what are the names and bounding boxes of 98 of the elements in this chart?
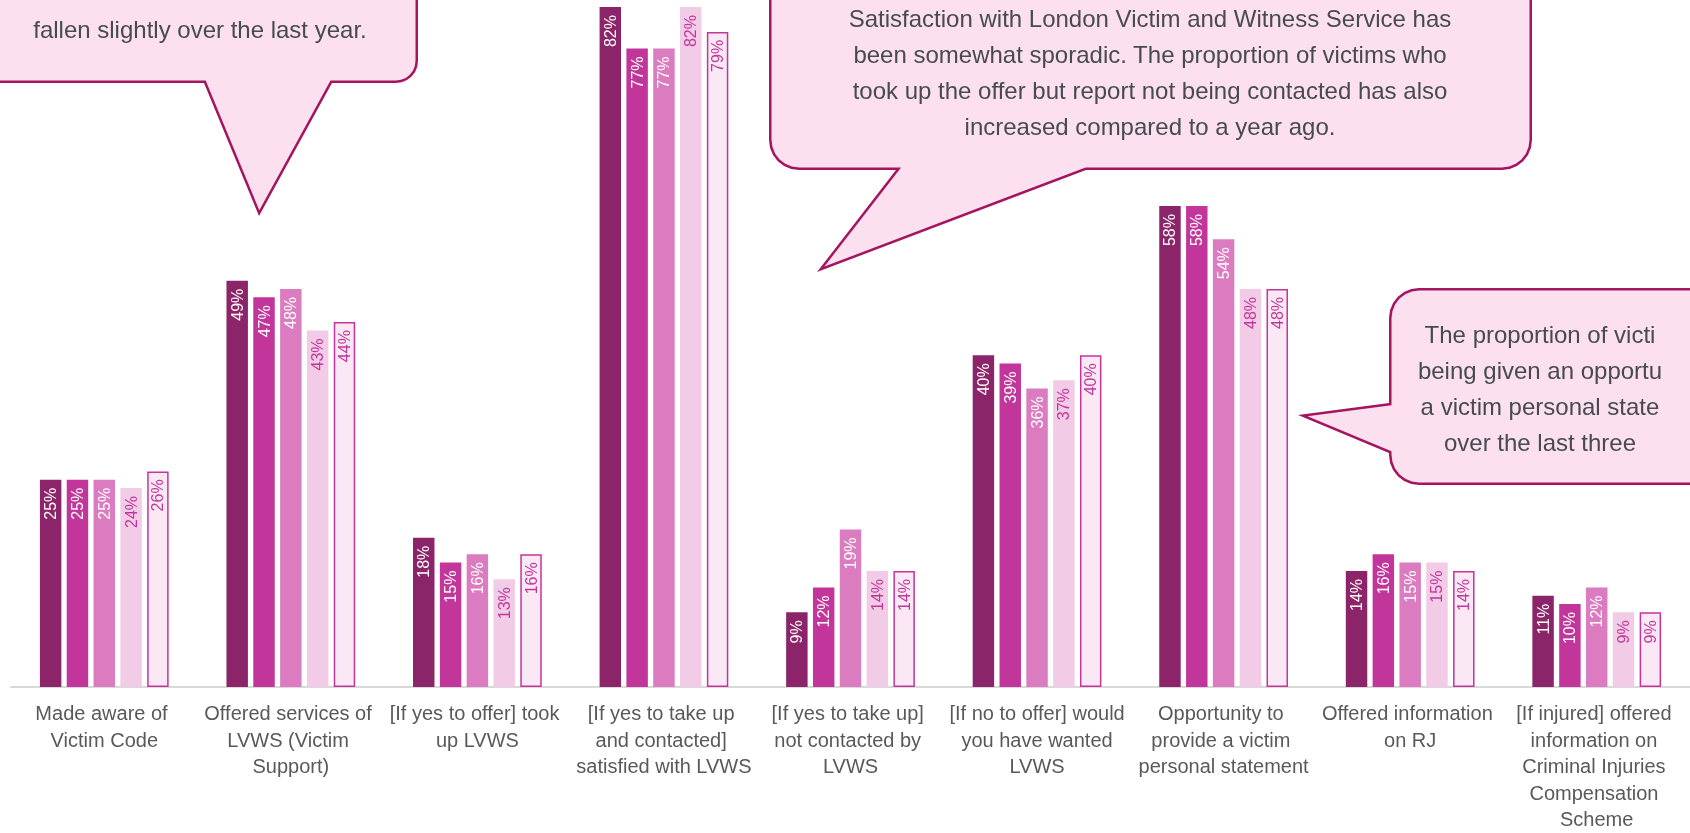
bar — [306, 330, 329, 687]
bar — [280, 288, 302, 687]
data-label: 14% — [1348, 578, 1366, 611]
x-tick-label: Made aware of Victim Code — [35, 702, 174, 751]
data-label: 58% — [1188, 214, 1206, 247]
bar — [786, 612, 808, 687]
data-label: 12% — [1588, 595, 1606, 628]
data-label: 16% — [468, 562, 486, 595]
data-label: 82% — [601, 15, 619, 48]
bar — [626, 48, 648, 687]
bar — [1026, 388, 1048, 687]
data-label: 10% — [1561, 612, 1579, 645]
data-label: 9% — [1641, 620, 1659, 644]
data-label: 77% — [655, 56, 673, 89]
bar — [333, 322, 356, 687]
bar — [972, 355, 995, 687]
data-label: 14% — [868, 578, 886, 611]
data-label: 25% — [42, 487, 60, 520]
data-label: 39% — [1001, 371, 1019, 404]
x-tick-label: Opportunity to provide a victim personal statement — [1138, 702, 1310, 778]
data-label: 15% — [442, 570, 460, 603]
data-label: 25% — [95, 487, 113, 520]
data-label: 44% — [335, 330, 353, 363]
data-label: 13% — [495, 587, 513, 620]
data-label: 48% — [1268, 296, 1286, 329]
data-label: 18% — [415, 545, 433, 578]
data-label: 25% — [68, 487, 86, 520]
x-tick-label: [If no to offer] would you have wanted LVWS — [949, 702, 1125, 778]
data-label: 48% — [282, 296, 300, 329]
bar — [147, 471, 169, 687]
bar — [1212, 239, 1235, 687]
bar — [1266, 288, 1288, 687]
annotation: The proportion of victi being given an opportu a victim personal state over the last three — [1416, 320, 1664, 458]
data-label: 37% — [1055, 388, 1073, 421]
x-tick-label: [If yes to offer] took up LVWS — [389, 702, 566, 751]
data-label: 40% — [974, 363, 992, 396]
data-label: 14% — [895, 578, 913, 611]
bar — [413, 537, 435, 687]
data-label: 9% — [788, 620, 806, 644]
bar — [680, 7, 702, 687]
bar — [226, 280, 248, 687]
bar — [1186, 206, 1208, 687]
bar — [1159, 206, 1181, 687]
data-label: 58% — [1161, 214, 1179, 247]
x-tick-label: [If yes to take up and contacted] satisfied with LVWS — [576, 702, 752, 778]
bar — [39, 479, 62, 687]
bar — [1053, 380, 1075, 687]
bar — [1426, 562, 1448, 687]
data-label: 16% — [1374, 562, 1392, 595]
bar — [520, 554, 542, 687]
annotation: fallen slightly over the last year. — [32, 15, 368, 45]
bar — [1372, 554, 1395, 687]
bar — [93, 479, 115, 687]
bar — [706, 31, 729, 687]
annotation: Satisfaction with London Victim and Witness Service has been somewhat sporadic. The proportion of victims who took up the offer but report not being contacted has also increased compared to a year ago. — [847, 4, 1453, 142]
bar — [120, 487, 142, 687]
data-label: 15% — [1428, 570, 1446, 603]
bar — [1345, 570, 1368, 687]
bar — [839, 529, 862, 687]
bar — [893, 570, 915, 687]
data-label: 14% — [1455, 578, 1473, 611]
bar — [66, 479, 89, 687]
data-label: 26% — [149, 479, 167, 512]
data-label: 15% — [1401, 570, 1419, 603]
data-label: 77% — [628, 56, 646, 89]
bar — [599, 7, 622, 687]
bar — [653, 48, 675, 687]
data-label: 12% — [815, 595, 833, 628]
data-label: 16% — [522, 562, 540, 595]
data-label: 47% — [255, 305, 273, 338]
data-label: 36% — [1028, 396, 1046, 429]
data-label: 54% — [1215, 247, 1233, 280]
bar — [1399, 562, 1421, 687]
data-label: 9% — [1615, 620, 1633, 644]
bar — [1532, 595, 1554, 687]
data-label: 79% — [709, 39, 727, 72]
bar — [1079, 355, 1102, 687]
bar — [1239, 288, 1262, 687]
bar — [1559, 604, 1581, 687]
bar — [439, 562, 462, 687]
bar — [466, 554, 489, 687]
x-tick-label: [If injured] offered information on Criminal Injuries Compensation Scheme — [1516, 702, 1678, 831]
data-label: 40% — [1082, 363, 1100, 396]
bar — [999, 363, 1021, 687]
data-label: 19% — [842, 537, 859, 570]
bar — [1453, 570, 1475, 687]
x-tick-label: [If yes to take up] not contacted by LVWS — [771, 702, 930, 778]
data-label: 43% — [309, 338, 327, 371]
data-label: 49% — [228, 288, 246, 321]
bar — [493, 579, 515, 687]
bar — [866, 570, 889, 687]
data-label: 24% — [122, 495, 140, 529]
x-tick-label: Offered information on RJ — [1321, 702, 1499, 751]
data-label: 11% — [1534, 603, 1552, 635]
x-tick-label: Offered services of LVWS (Victim Support) — [204, 702, 378, 778]
data-label: 82% — [682, 15, 700, 48]
bar — [253, 297, 275, 687]
data-label: 48% — [1241, 296, 1259, 329]
